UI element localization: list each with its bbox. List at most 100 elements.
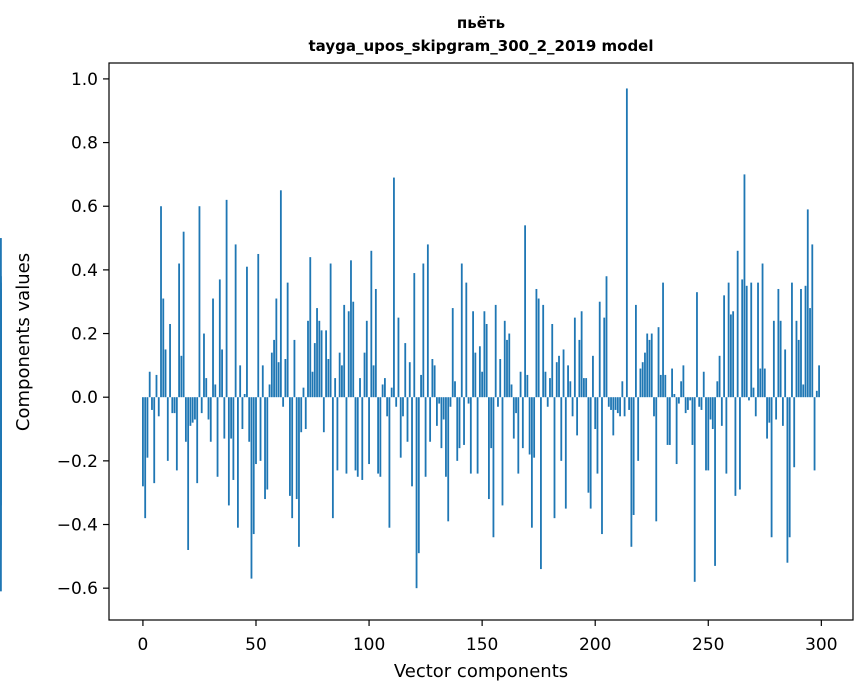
bar	[549, 378, 551, 398]
bar	[347, 311, 350, 398]
bar	[494, 304, 497, 398]
bar	[386, 397, 389, 417]
bar	[521, 397, 524, 449]
bar	[551, 323, 554, 398]
bar	[788, 397, 791, 538]
bar	[175, 397, 178, 471]
bar	[492, 397, 495, 538]
bar	[261, 365, 264, 398]
bar	[519, 371, 522, 398]
y-tick-label: 0.4	[71, 261, 98, 281]
bar	[248, 397, 251, 442]
bar	[334, 378, 337, 398]
bar	[818, 365, 820, 398]
bar	[218, 279, 221, 398]
bar	[368, 397, 370, 465]
bar	[537, 298, 540, 398]
bar	[178, 263, 181, 398]
bar	[212, 298, 214, 398]
bar	[422, 263, 425, 398]
x-axis: 0 50 100 150 200 250 300	[138, 620, 838, 655]
bar	[352, 301, 355, 398]
bar	[329, 263, 332, 398]
bar	[612, 397, 615, 436]
bar	[784, 349, 787, 398]
bar	[506, 339, 508, 398]
x-tick-label: 100	[353, 635, 385, 655]
bar	[415, 397, 418, 589]
bar	[657, 327, 660, 398]
bar	[148, 371, 151, 398]
bar	[420, 374, 422, 398]
bar	[225, 199, 228, 398]
bar	[800, 288, 802, 398]
bar	[451, 308, 454, 398]
bar	[411, 397, 413, 487]
bar	[526, 374, 529, 398]
bar	[388, 397, 391, 528]
bar	[198, 206, 201, 398]
bar	[463, 397, 465, 445]
y-tick-label: 0.2	[71, 325, 98, 345]
bar	[200, 397, 203, 414]
bar	[741, 279, 744, 398]
bar	[745, 285, 748, 398]
bar	[770, 397, 773, 538]
bar	[454, 381, 456, 398]
bar	[641, 362, 644, 398]
bar	[720, 397, 723, 426]
bar	[662, 282, 664, 398]
bar	[576, 397, 579, 436]
bar	[813, 397, 816, 471]
bar	[811, 244, 814, 398]
bar	[512, 397, 515, 439]
bar	[750, 282, 753, 398]
bar	[320, 330, 323, 398]
bar	[341, 365, 343, 398]
bar	[374, 288, 377, 398]
bar	[673, 394, 676, 398]
bar	[230, 397, 233, 439]
bar	[623, 397, 626, 417]
bar	[592, 355, 594, 398]
bar	[791, 282, 793, 398]
bar	[564, 397, 567, 509]
bar	[356, 397, 359, 477]
bar	[707, 397, 710, 471]
bar	[417, 397, 420, 554]
bar	[732, 311, 735, 398]
bar	[727, 282, 730, 398]
bar	[284, 359, 287, 398]
bar	[752, 387, 755, 398]
bar	[806, 209, 809, 398]
bar	[666, 397, 669, 445]
bar	[490, 397, 493, 449]
bar	[316, 308, 318, 398]
bar	[587, 397, 590, 493]
bar	[372, 365, 375, 398]
bar	[567, 365, 569, 398]
bar	[402, 397, 404, 417]
bar	[336, 397, 339, 471]
chart-subtitle: tayga_upos_skipgram_300_2_2019 model	[309, 37, 654, 55]
bar	[298, 397, 300, 547]
bar	[501, 397, 504, 506]
bar	[377, 397, 380, 474]
bar	[404, 343, 407, 398]
bar	[291, 397, 294, 519]
bar	[440, 397, 443, 449]
bar	[754, 397, 757, 417]
bar	[189, 397, 192, 426]
bar	[598, 301, 601, 398]
bar	[510, 384, 513, 398]
bar	[625, 88, 628, 398]
bar	[739, 397, 741, 490]
bar	[659, 374, 662, 398]
bar	[162, 298, 165, 398]
bar	[408, 362, 411, 398]
bar	[777, 288, 780, 398]
bar-series	[0, 88, 820, 592]
bar	[456, 397, 459, 461]
bar	[682, 365, 685, 398]
bar	[524, 225, 526, 398]
